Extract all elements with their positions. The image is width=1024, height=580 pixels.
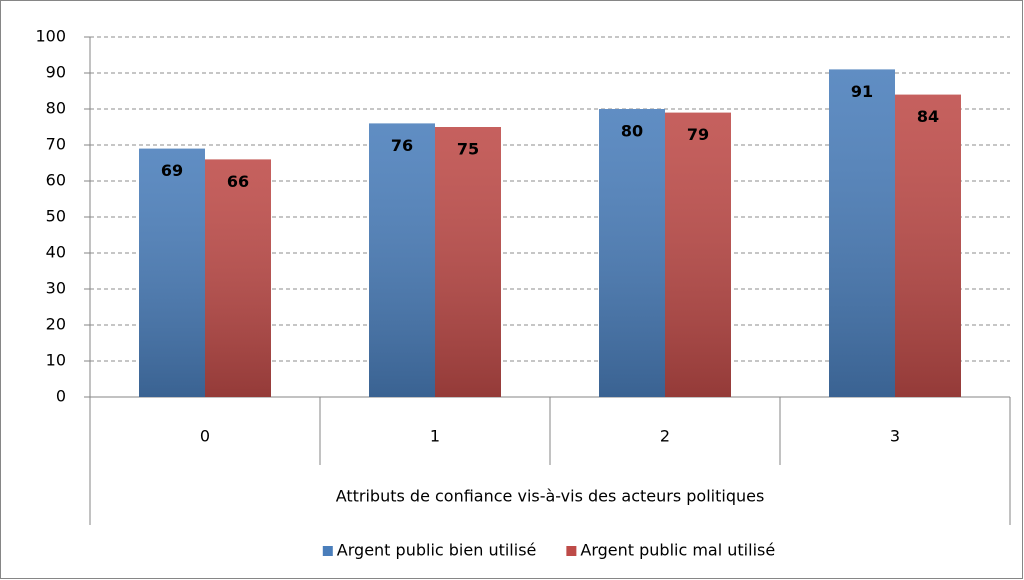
x-axis-title: Attributs de confiance vis-à-vis des act… (336, 487, 765, 506)
y-tick-label: 30 (46, 279, 66, 298)
y-tick-label: 10 (46, 351, 66, 370)
data-label: 80 (621, 122, 643, 141)
bar-shade (895, 94, 961, 397)
bar-shade (369, 123, 435, 398)
bar-shade (139, 148, 205, 397)
data-label: 79 (687, 125, 709, 144)
y-tick-label: 60 (46, 171, 66, 190)
x-tick-label: 0 (200, 427, 210, 446)
legend-swatch (322, 546, 333, 556)
bar-shade (205, 159, 271, 397)
bar-shade (829, 69, 895, 398)
y-tick-label: 90 (46, 63, 66, 82)
data-label: 75 (457, 140, 479, 159)
legend-swatch (566, 546, 577, 556)
data-label: 76 (391, 136, 413, 155)
x-tick-label: 1 (430, 427, 440, 446)
y-tick-label: 70 (46, 135, 66, 154)
legend-label: Argent public mal utilisé (580, 541, 775, 560)
x-tick-label: 3 (890, 427, 900, 446)
y-tick-label: 0 (56, 387, 66, 406)
legend-label: Argent public bien utilisé (337, 541, 537, 560)
x-tick-label: 2 (660, 427, 670, 446)
y-tick-label: 80 (46, 99, 66, 118)
y-tick-label: 20 (46, 315, 66, 334)
bar-shade (599, 109, 665, 397)
y-tick-label: 50 (46, 207, 66, 226)
data-label: 69 (161, 161, 183, 180)
data-label: 91 (851, 82, 873, 101)
y-tick-label: 40 (46, 243, 66, 262)
y-tick-label: 100 (35, 27, 66, 46)
bar-shade (435, 127, 501, 397)
data-label: 66 (227, 172, 249, 191)
data-label: 84 (917, 107, 939, 126)
bar-shade (665, 112, 731, 397)
